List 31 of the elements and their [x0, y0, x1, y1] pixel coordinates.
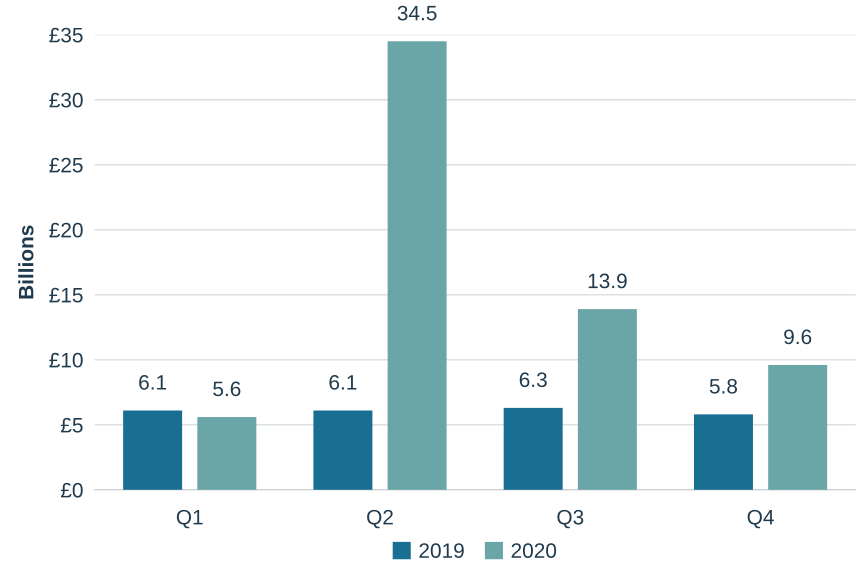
legend-label: 2019	[419, 543, 464, 558]
y-axis-title: Billions	[18, 226, 34, 299]
bar	[578, 309, 637, 490]
data-label: 6.1	[329, 374, 356, 390]
bar	[197, 417, 256, 490]
data-label: 13.9	[588, 274, 627, 288]
data-label: 9.6	[784, 329, 812, 344]
x-tick-label: Q4	[748, 510, 774, 528]
legend-label: 2020	[512, 543, 556, 558]
bar	[388, 41, 447, 490]
x-tick-label: Q3	[557, 510, 584, 528]
y-tick-label: £15	[49, 288, 83, 303]
x-tick-label: Q1	[176, 510, 203, 528]
y-tick-label: £10	[49, 352, 83, 368]
bar	[504, 408, 563, 490]
data-label: 5.8	[710, 378, 738, 394]
data-label: 6.3	[520, 372, 547, 388]
data-label: 5.6	[213, 381, 240, 396]
y-tick-label: £30	[49, 92, 83, 108]
y-tick-label: £0	[60, 482, 83, 498]
y-tick-label: £25	[49, 158, 83, 173]
x-tick-label: Q2	[367, 510, 393, 528]
data-label: 6.1	[139, 374, 166, 390]
y-tick-label: £20	[49, 222, 83, 238]
bar	[313, 410, 372, 490]
bar	[694, 414, 753, 490]
bar	[123, 410, 182, 490]
y-tick-label: £35	[49, 28, 83, 42]
data-label: 34.5	[398, 6, 437, 20]
y-tick-label: £5	[60, 418, 83, 433]
bar	[768, 365, 828, 490]
